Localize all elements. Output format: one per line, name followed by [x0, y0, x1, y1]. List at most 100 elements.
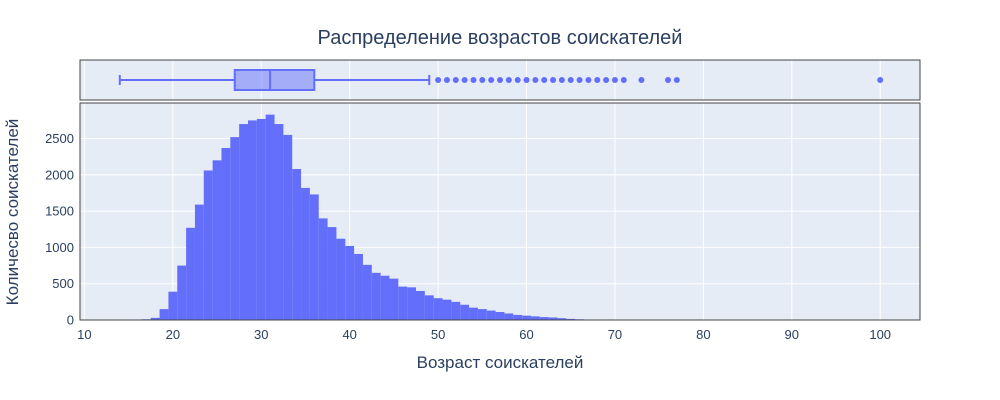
histogram-bar	[203, 170, 213, 320]
box-outlier-point	[443, 77, 450, 83]
histogram-bar	[433, 298, 443, 320]
histogram-bars	[141, 114, 611, 321]
y-tick-label: 2000	[45, 167, 74, 182]
histogram-bar	[566, 318, 576, 320]
box-outlier-point	[558, 77, 565, 83]
y-axis-ticks: 0 500 1000 1500 2000 2500	[45, 131, 74, 327]
box-outlier-point	[877, 77, 884, 83]
box-outlier-point	[435, 77, 442, 83]
x-tick-label: 40	[342, 327, 356, 342]
histogram-bar	[522, 315, 531, 320]
histogram-bar	[486, 310, 496, 320]
x-tick-label: 90	[785, 327, 799, 342]
histogram-bar	[398, 286, 408, 320]
y-tick-label: 500	[52, 276, 74, 291]
box-outlier-point	[470, 77, 477, 83]
histogram-bar	[256, 118, 266, 320]
x-tick-label: 80	[696, 327, 710, 342]
box-outlier-point	[505, 77, 512, 83]
histogram-bar	[371, 272, 381, 320]
y-tick-label: 1500	[45, 204, 74, 219]
histogram-bar	[442, 299, 452, 320]
box-outlier-point	[532, 77, 539, 83]
x-tick-label: 30	[254, 327, 268, 342]
box-outlier-point	[514, 77, 521, 83]
histogram-bar	[495, 312, 505, 320]
histogram-plot-frame	[79, 102, 921, 321]
box-outlier-point	[594, 77, 601, 83]
histogram-bar	[212, 160, 222, 320]
histogram-bar	[513, 314, 523, 320]
x-tick-label: 10	[77, 327, 91, 342]
y-tick-label: 0	[67, 313, 74, 328]
histogram-bar	[221, 147, 231, 320]
y-tick-label: 2500	[45, 131, 74, 146]
box-outlier-point	[611, 77, 618, 83]
histogram-bar	[336, 238, 346, 320]
histogram-bar	[292, 169, 302, 320]
box-outlier-point	[488, 77, 495, 83]
box-outlier-point	[620, 77, 627, 83]
histogram-bar	[424, 295, 434, 320]
box-outlier-point	[479, 77, 486, 83]
histogram-bar	[362, 264, 372, 320]
x-tick-label: 60	[519, 327, 533, 342]
box-outlier-point	[550, 77, 557, 83]
box-outlier-point	[461, 77, 468, 83]
histogram-bar	[265, 114, 275, 321]
box-plot-frame	[79, 59, 921, 101]
x-axis-title: Возраст соискателей	[417, 353, 584, 372]
box-outlier-point	[497, 77, 503, 83]
histogram-bar	[557, 318, 567, 320]
histogram-bar	[186, 227, 195, 320]
histogram-bar	[239, 124, 248, 321]
histogram-bar	[416, 290, 425, 320]
box-outlier-point	[585, 77, 592, 83]
histogram-bar	[407, 287, 416, 320]
histogram-bar	[460, 304, 470, 320]
histogram-bar	[274, 124, 284, 321]
x-tick-label: 70	[608, 327, 622, 342]
histogram-bar	[168, 291, 178, 320]
x-tick-label: 100	[869, 327, 891, 342]
histogram-bar	[354, 253, 363, 320]
histogram-bar	[451, 301, 461, 320]
box-outlier-point	[665, 77, 671, 83]
histogram-bar	[389, 278, 399, 320]
histogram-bar	[177, 265, 187, 320]
histogram-bar	[530, 316, 540, 320]
y-tick-label: 1000	[45, 240, 74, 255]
histogram-bar	[548, 317, 558, 320]
box-outlier-point	[523, 77, 530, 83]
box-outlier-point	[567, 77, 574, 83]
x-tick-label: 50	[431, 327, 445, 342]
histogram-bar	[504, 313, 514, 320]
histogram-bar	[159, 309, 169, 320]
histogram-bar	[327, 227, 337, 320]
histogram-bar	[301, 187, 310, 320]
histogram-bar	[380, 275, 390, 320]
histogram-bar	[194, 204, 204, 320]
histogram-bar	[230, 137, 240, 320]
histogram-bar	[248, 120, 257, 320]
histogram-bar	[283, 134, 293, 320]
histogram-bar	[309, 194, 319, 320]
box-outlier-point	[541, 77, 548, 83]
box-outlier-point	[603, 77, 610, 83]
histogram-bar	[318, 218, 328, 320]
histogram-bar	[150, 317, 160, 320]
box-outlier-point	[673, 77, 680, 83]
chart-title: Распределение возрастов соискателей	[318, 27, 683, 49]
histogram-bar	[477, 309, 487, 320]
box-outlier-point	[452, 77, 459, 83]
x-tick-label: 20	[166, 327, 180, 342]
y-axis-title: Количесво соискателей	[3, 119, 22, 306]
box-iqr	[233, 69, 316, 91]
histogram-bar	[469, 307, 478, 320]
box-plot	[118, 69, 884, 91]
box-outlier-point	[638, 77, 645, 83]
histogram-bar	[345, 245, 355, 320]
histogram-bar	[539, 317, 549, 320]
